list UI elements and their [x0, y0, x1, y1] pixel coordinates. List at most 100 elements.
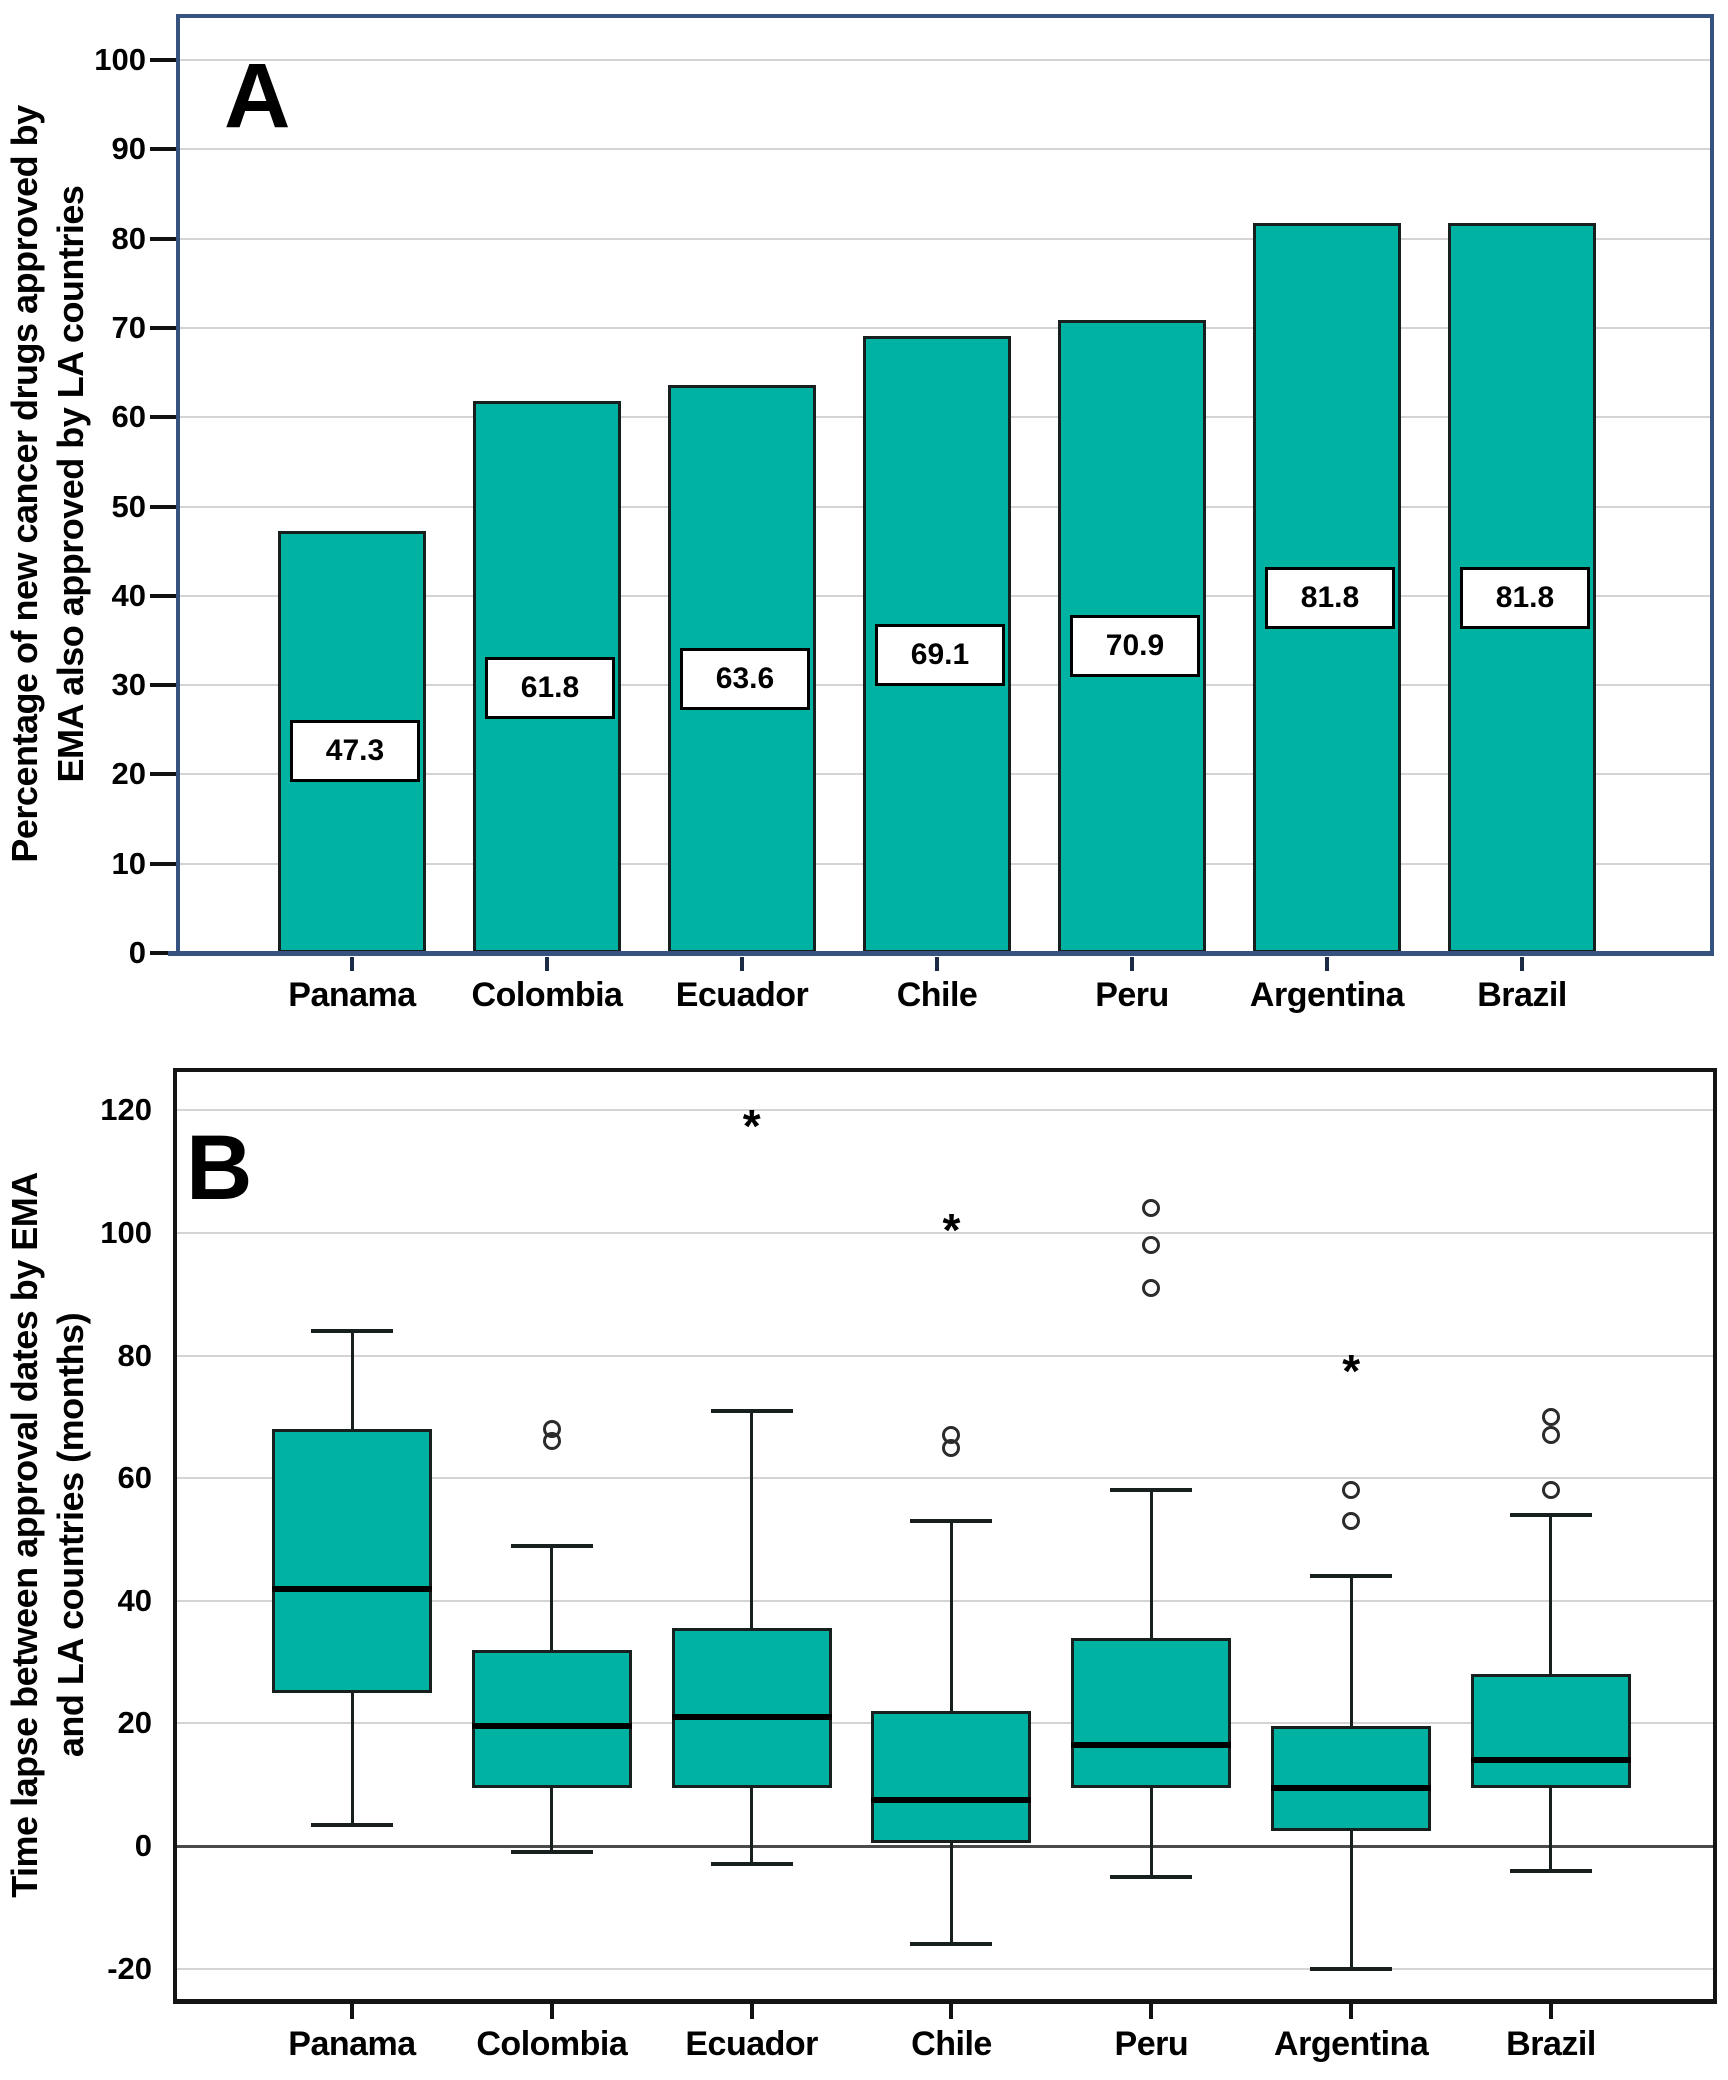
y-tick-mark-a-70 [150, 325, 176, 330]
y-tick-label-a-10: 10 [111, 845, 146, 881]
x-tick-a-colombia [545, 957, 549, 971]
median-argentina [1271, 1784, 1432, 1791]
whisker-lower-panama [350, 1692, 354, 1825]
x-label-a-colombia: Colombia [471, 976, 623, 1014]
box-peru [1071, 1637, 1232, 1788]
gridline-a-70 [179, 326, 1711, 329]
median-chile [871, 1797, 1032, 1804]
box-argentina [1271, 1726, 1432, 1831]
plot-border-a-right [1710, 14, 1714, 953]
whisker-upper-argentina [1349, 1576, 1353, 1727]
whisker-cap-high-argentina [1310, 1574, 1393, 1579]
bar-value-label-panama: 47.3 [290, 719, 420, 782]
whisker-cap-low-ecuador [710, 1862, 793, 1867]
gridline-b-40 [177, 1599, 1713, 1602]
x-label-b-argentina: Argentina [1274, 2025, 1429, 2063]
x-label-b-peru: Peru [1114, 2025, 1189, 2063]
whisker-upper-colombia [550, 1545, 554, 1650]
gridline-b--20 [177, 1967, 1713, 1970]
panel-a-y-axis-title-line1: Percentage of new cancer drugs approved … [4, 105, 45, 863]
x-tick-b-ecuador [749, 2004, 754, 2019]
x-label-b-brazil: Brazil [1506, 2025, 1596, 2063]
outlier-circle-chile-1 [942, 1426, 961, 1445]
whisker-lower-peru [1149, 1787, 1153, 1877]
outlier-circle-peru-2 [1142, 1199, 1161, 1218]
outlier-circle-colombia-1 [542, 1420, 561, 1439]
y-tick-label-a-30: 30 [111, 667, 146, 703]
gridline-a-100 [179, 59, 1711, 61]
x-tick-a-argentina [1325, 957, 1329, 971]
outlier-star-argentina-0: * [1342, 1344, 1361, 1397]
whisker-lower-chile [949, 1842, 953, 1945]
whisker-cap-low-chile [910, 1942, 993, 1947]
plot-border-b-bottom [173, 1999, 1717, 2004]
x-label-a-argentina: Argentina [1249, 976, 1405, 1014]
median-peru [1071, 1741, 1232, 1748]
gridline-b-80 [177, 1354, 1713, 1357]
bar-value-label-ecuador: 63.6 [680, 648, 810, 711]
y-tick-label-a-70: 70 [111, 309, 146, 345]
y-tick-label-b-20: 20 [117, 1705, 152, 1741]
median-panama [272, 1585, 432, 1592]
gridline-a-80 [179, 237, 1711, 240]
x-label-a-ecuador: Ecuador [675, 976, 809, 1014]
y-tick-mark-a-40 [150, 593, 176, 598]
median-colombia [471, 1723, 632, 1730]
y-tick-label-a-60: 60 [111, 399, 146, 435]
y-tick-label-b-100: 100 [100, 1215, 152, 1250]
y-tick-label-b-120: 120 [100, 1092, 152, 1128]
outlier-circle-brazil-0 [1541, 1481, 1560, 1500]
x-label-a-chile: Chile [896, 976, 978, 1014]
x-label-b-panama: Panama [288, 2025, 416, 2063]
whisker-cap-high-peru [1110, 1488, 1193, 1493]
median-brazil [1470, 1757, 1631, 1764]
plot-border-b-right [1713, 1068, 1717, 2003]
whisker-cap-low-panama [311, 1822, 393, 1827]
whisker-upper-peru [1149, 1490, 1153, 1638]
whisker-cap-high-chile [910, 1519, 993, 1524]
x-tick-b-brazil [1548, 2004, 1553, 2019]
y-tick-label-b-0: 0 [134, 1828, 152, 1863]
panel-b-y-axis-title-line2: and LA countries (months) [50, 1312, 91, 1758]
bar-value-label-colombia: 61.8 [485, 657, 615, 720]
y-tick-label-b-80: 80 [117, 1337, 152, 1373]
y-tick-mark-a-0 [150, 951, 176, 955]
panel-a-letter: A [224, 45, 290, 147]
whisker-cap-low-brazil [1509, 1868, 1592, 1873]
box-chile [871, 1711, 1032, 1843]
gridline-a-90 [179, 148, 1711, 151]
gridline-b-120 [177, 1109, 1713, 1112]
outlier-star-chile-0: * [942, 1203, 961, 1256]
zero-line-b [177, 1844, 1713, 1848]
x-label-a-peru: Peru [1095, 976, 1169, 1014]
y-tick-label-a-20: 20 [111, 756, 146, 792]
outlier-circle-argentina-1 [1342, 1481, 1361, 1500]
x-tick-b-peru [1149, 2004, 1154, 2019]
y-tick-label-a-90: 90 [111, 131, 146, 167]
x-tick-b-argentina [1349, 2004, 1354, 2019]
x-label-b-ecuador: Ecuador [685, 2025, 818, 2063]
box-brazil [1470, 1674, 1631, 1788]
y-tick-label-b--20: -20 [107, 1950, 152, 1986]
panel-b-y-axis-title-line1: Time lapse between approval dates by EMA [4, 1172, 45, 1898]
x-tick-a-ecuador [740, 957, 744, 971]
x-tick-a-chile [935, 957, 939, 971]
x-tick-b-chile [949, 2004, 954, 2019]
y-tick-label-a-100: 100 [94, 42, 146, 77]
y-tick-mark-a-20 [150, 772, 176, 777]
x-tick-b-panama [350, 2004, 354, 2019]
whisker-upper-panama [350, 1331, 354, 1430]
outlier-circle-peru-0 [1142, 1279, 1161, 1298]
bar-value-label-argentina: 81.8 [1265, 566, 1395, 629]
whisker-lower-brazil [1549, 1787, 1553, 1871]
whisker-cap-high-brazil [1509, 1512, 1592, 1517]
x-label-b-chile: Chile [911, 2025, 992, 2063]
box-panama [272, 1429, 432, 1693]
x-label-a-panama: Panama [288, 976, 416, 1014]
outlier-circle-peru-1 [1142, 1236, 1161, 1255]
outlier-circle-brazil-2 [1541, 1407, 1560, 1426]
x-tick-a-brazil [1520, 957, 1524, 971]
plot-border-a-bottom [168, 951, 1714, 956]
plot-border-a-left [176, 14, 180, 953]
